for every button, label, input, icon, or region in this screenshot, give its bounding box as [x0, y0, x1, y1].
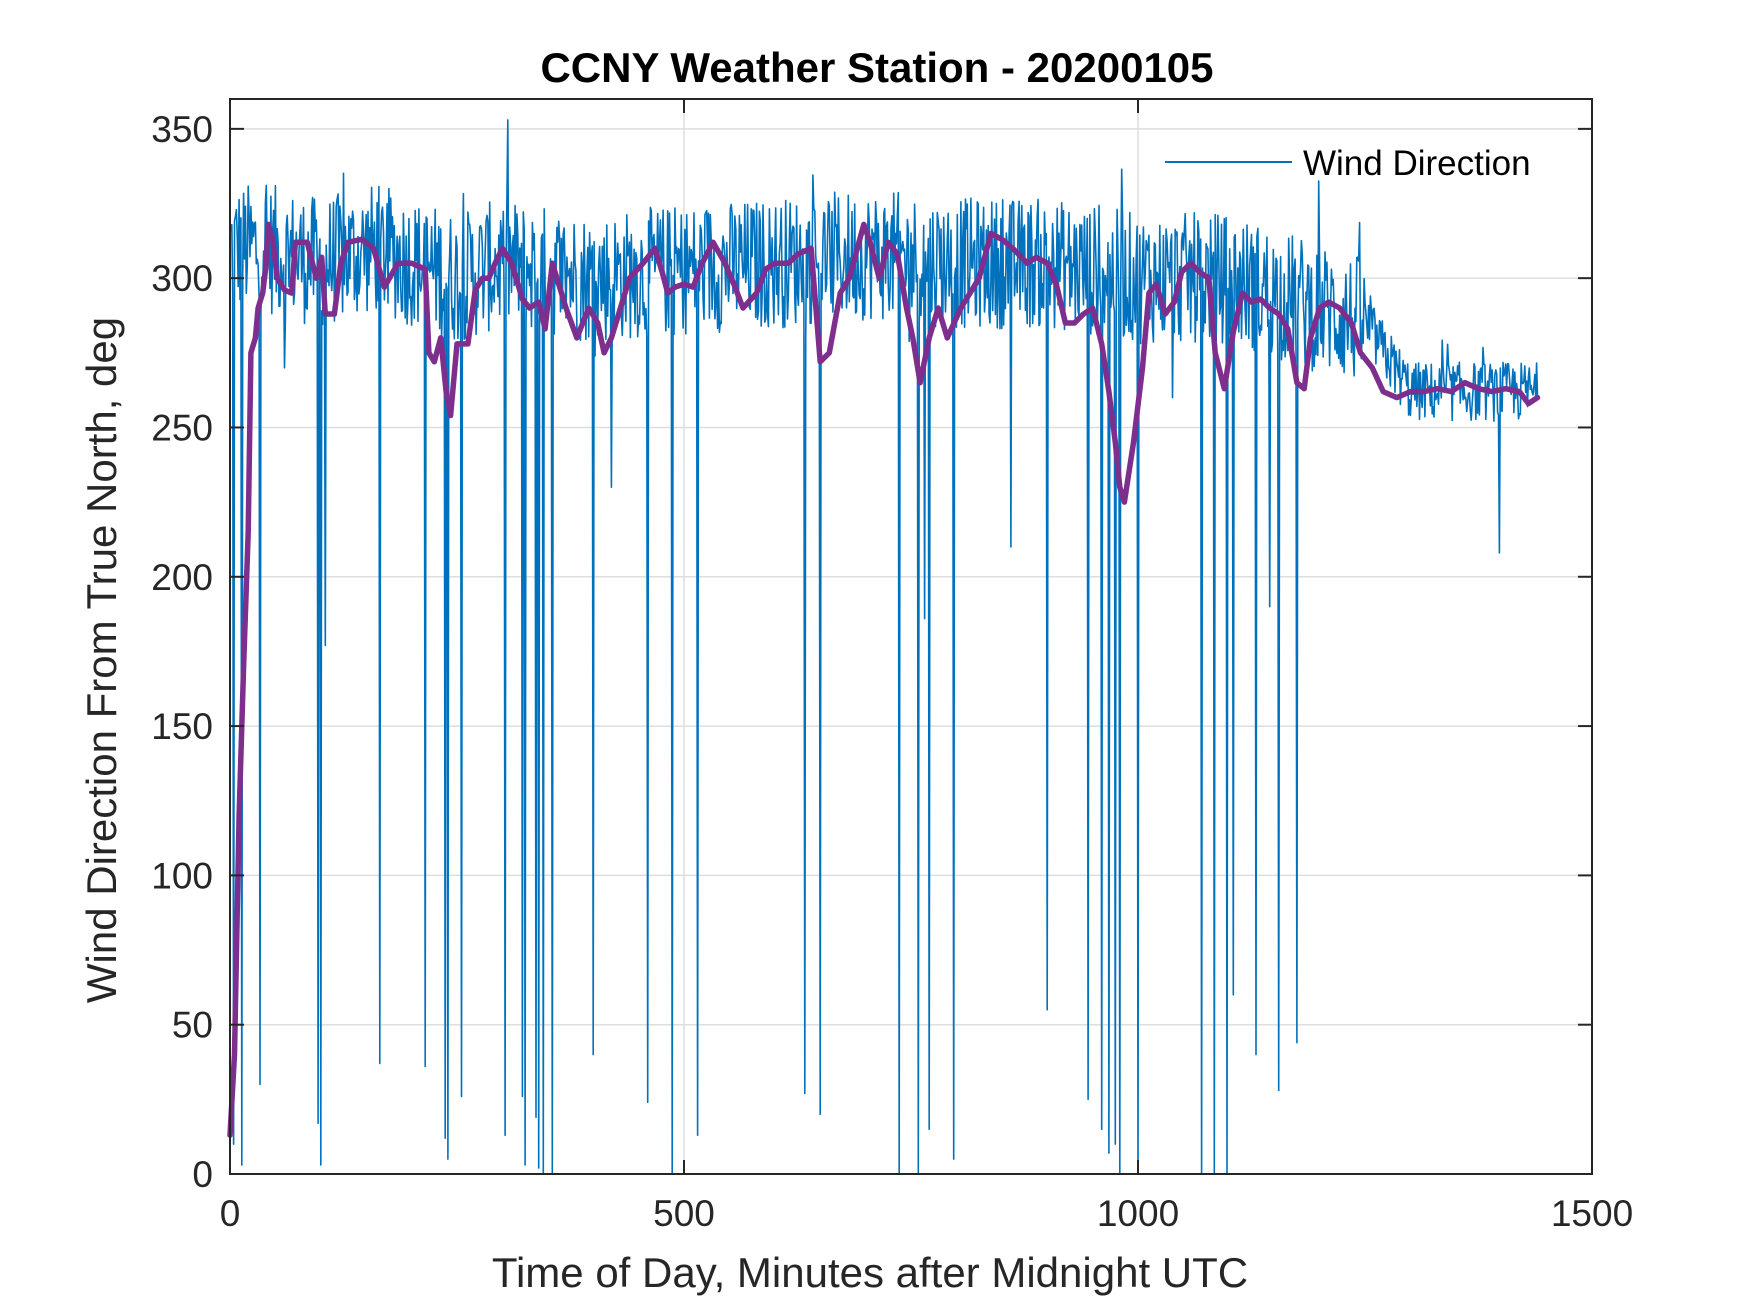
plot-area — [227, 119, 1541, 1175]
legend: Wind Direction — [1165, 144, 1531, 183]
legend-label-wind-direction: Wind Direction — [1303, 144, 1531, 183]
y-tick-label: 50 — [172, 1005, 213, 1046]
y-tick-label: 350 — [151, 109, 213, 150]
x-tick-label: 500 — [653, 1193, 715, 1234]
y-tick-label: 150 — [151, 706, 213, 747]
x-tick-label: 1000 — [1097, 1193, 1179, 1234]
y-tick-label: 200 — [151, 557, 213, 598]
axes-box — [229, 98, 1593, 1175]
x-tick-label: 0 — [220, 1193, 241, 1234]
series-line-smoothed — [227, 221, 1541, 1138]
axis-ticks: 0 50 100 150 200 250 300 350 0 500 1000 1500 — [151, 99, 1633, 1234]
y-tick-label: 300 — [151, 258, 213, 299]
chart-title: CCNY Weather Station - 20200105 — [540, 44, 1213, 91]
y-axis-label: Wind Direction From True North, deg — [78, 317, 125, 1003]
y-tick-label: 0 — [192, 1154, 213, 1195]
series-line-wind-direction — [229, 119, 1539, 1175]
y-tick-label: 100 — [151, 855, 213, 896]
x-tick-label: 1500 — [1551, 1193, 1633, 1234]
x-axis-label: Time of Day, Minutes after Midnight UTC — [492, 1249, 1248, 1296]
y-tick-label: 250 — [151, 407, 213, 448]
